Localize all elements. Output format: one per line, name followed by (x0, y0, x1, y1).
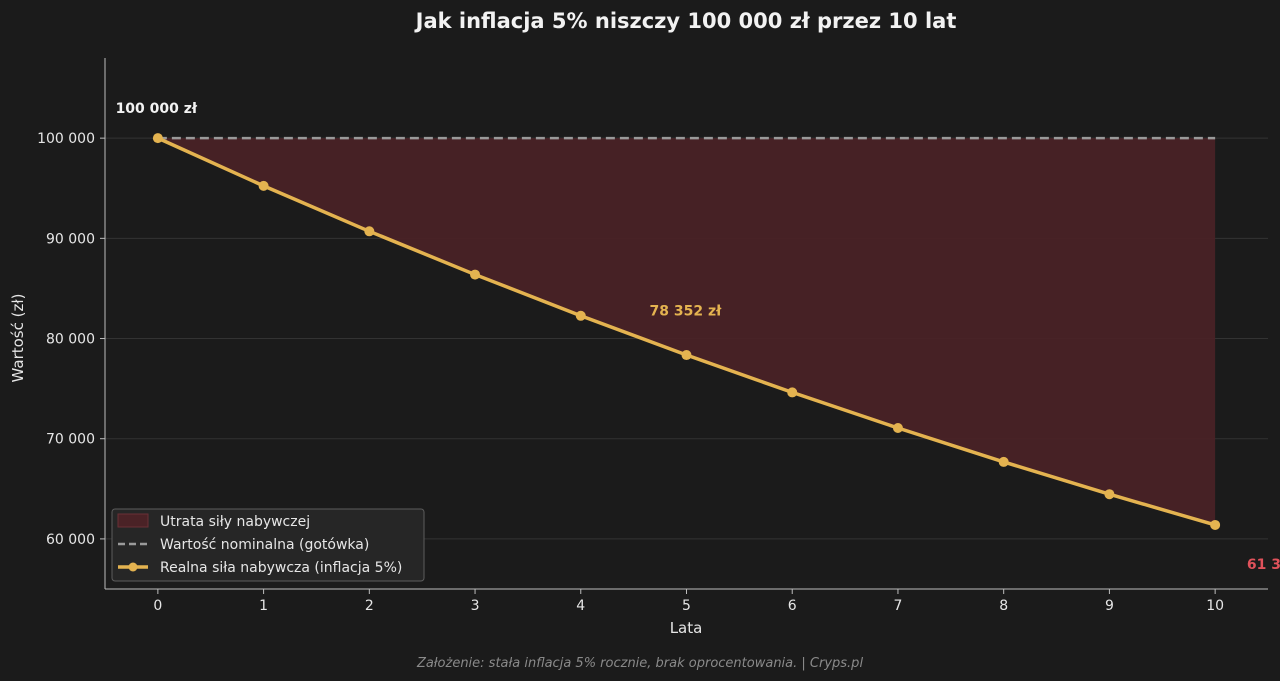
chart-title: Jak inflacja 5% niszczy 100 000 zł przez… (414, 9, 957, 33)
real-value-point (1210, 519, 1221, 530)
real-value-point (575, 310, 586, 321)
y-tick-label: 60 000 (46, 532, 95, 548)
real-value-point (787, 387, 798, 398)
legend-swatch-real-marker (128, 562, 138, 572)
real-series-group (152, 133, 1221, 530)
legend: Utrata siły nabywczej Wartość nominalna … (111, 508, 425, 582)
legend-box (111, 508, 425, 582)
real-value-point (364, 226, 375, 237)
x-tick-label: 2 (365, 598, 374, 614)
annotation-label: 61 391 zł (1247, 557, 1280, 573)
loss-area-group (157, 138, 1216, 525)
real-value-point (258, 180, 269, 191)
x-tick-label: 3 (471, 598, 480, 614)
x-tick-label: 1 (259, 598, 268, 614)
footnote: Założenie: stała inflacja 5% rocznie, br… (416, 656, 864, 671)
real-value-point (470, 269, 481, 280)
y-tick-label: 90 000 (46, 231, 95, 247)
x-tick-label: 5 (682, 598, 691, 614)
legend-swatch-loss-area (117, 513, 149, 528)
loss-area (157, 138, 1216, 525)
legend-label-nominal: Wartość nominalna (gotówka) (160, 537, 369, 553)
annotation-label: 78 352 zł (649, 303, 722, 319)
real-value-point (681, 350, 692, 361)
x-tick-label: 9 (1105, 598, 1114, 614)
y-tick-label: 80 000 (46, 332, 95, 348)
x-tick-label: 8 (999, 598, 1008, 614)
annotations: 100 000 zł 78 352 zł 61 391 zł (116, 101, 1280, 573)
real-value-point (1104, 489, 1115, 500)
real-value-point (998, 456, 1009, 467)
y-axis-label: Wartość (zł) (9, 294, 27, 383)
x-tick-label: 10 (1206, 598, 1224, 614)
legend-label-loss-area: Utrata siły nabywczej (160, 514, 310, 530)
legend-label-real: Realna siła nabywcza (inflacja 5%) (160, 560, 402, 576)
y-tick-label: 70 000 (46, 432, 95, 448)
x-tick-label: 0 (153, 598, 162, 614)
y-axis-ticks: 60 000 70 000 80 000 90 000 100 000 (37, 131, 105, 548)
real-value-point (152, 133, 163, 144)
annotation-label: 100 000 zł (116, 101, 198, 117)
x-tick-label: 4 (576, 598, 585, 614)
real-value-point (892, 423, 903, 434)
x-tick-label: 7 (893, 598, 902, 614)
x-tick-label: 6 (788, 598, 797, 614)
x-axis-ticks: 0 1 2 3 4 5 6 7 8 9 10 (153, 589, 1224, 614)
y-tick-label: 100 000 (37, 131, 95, 147)
x-axis-label: Lata (670, 619, 703, 637)
